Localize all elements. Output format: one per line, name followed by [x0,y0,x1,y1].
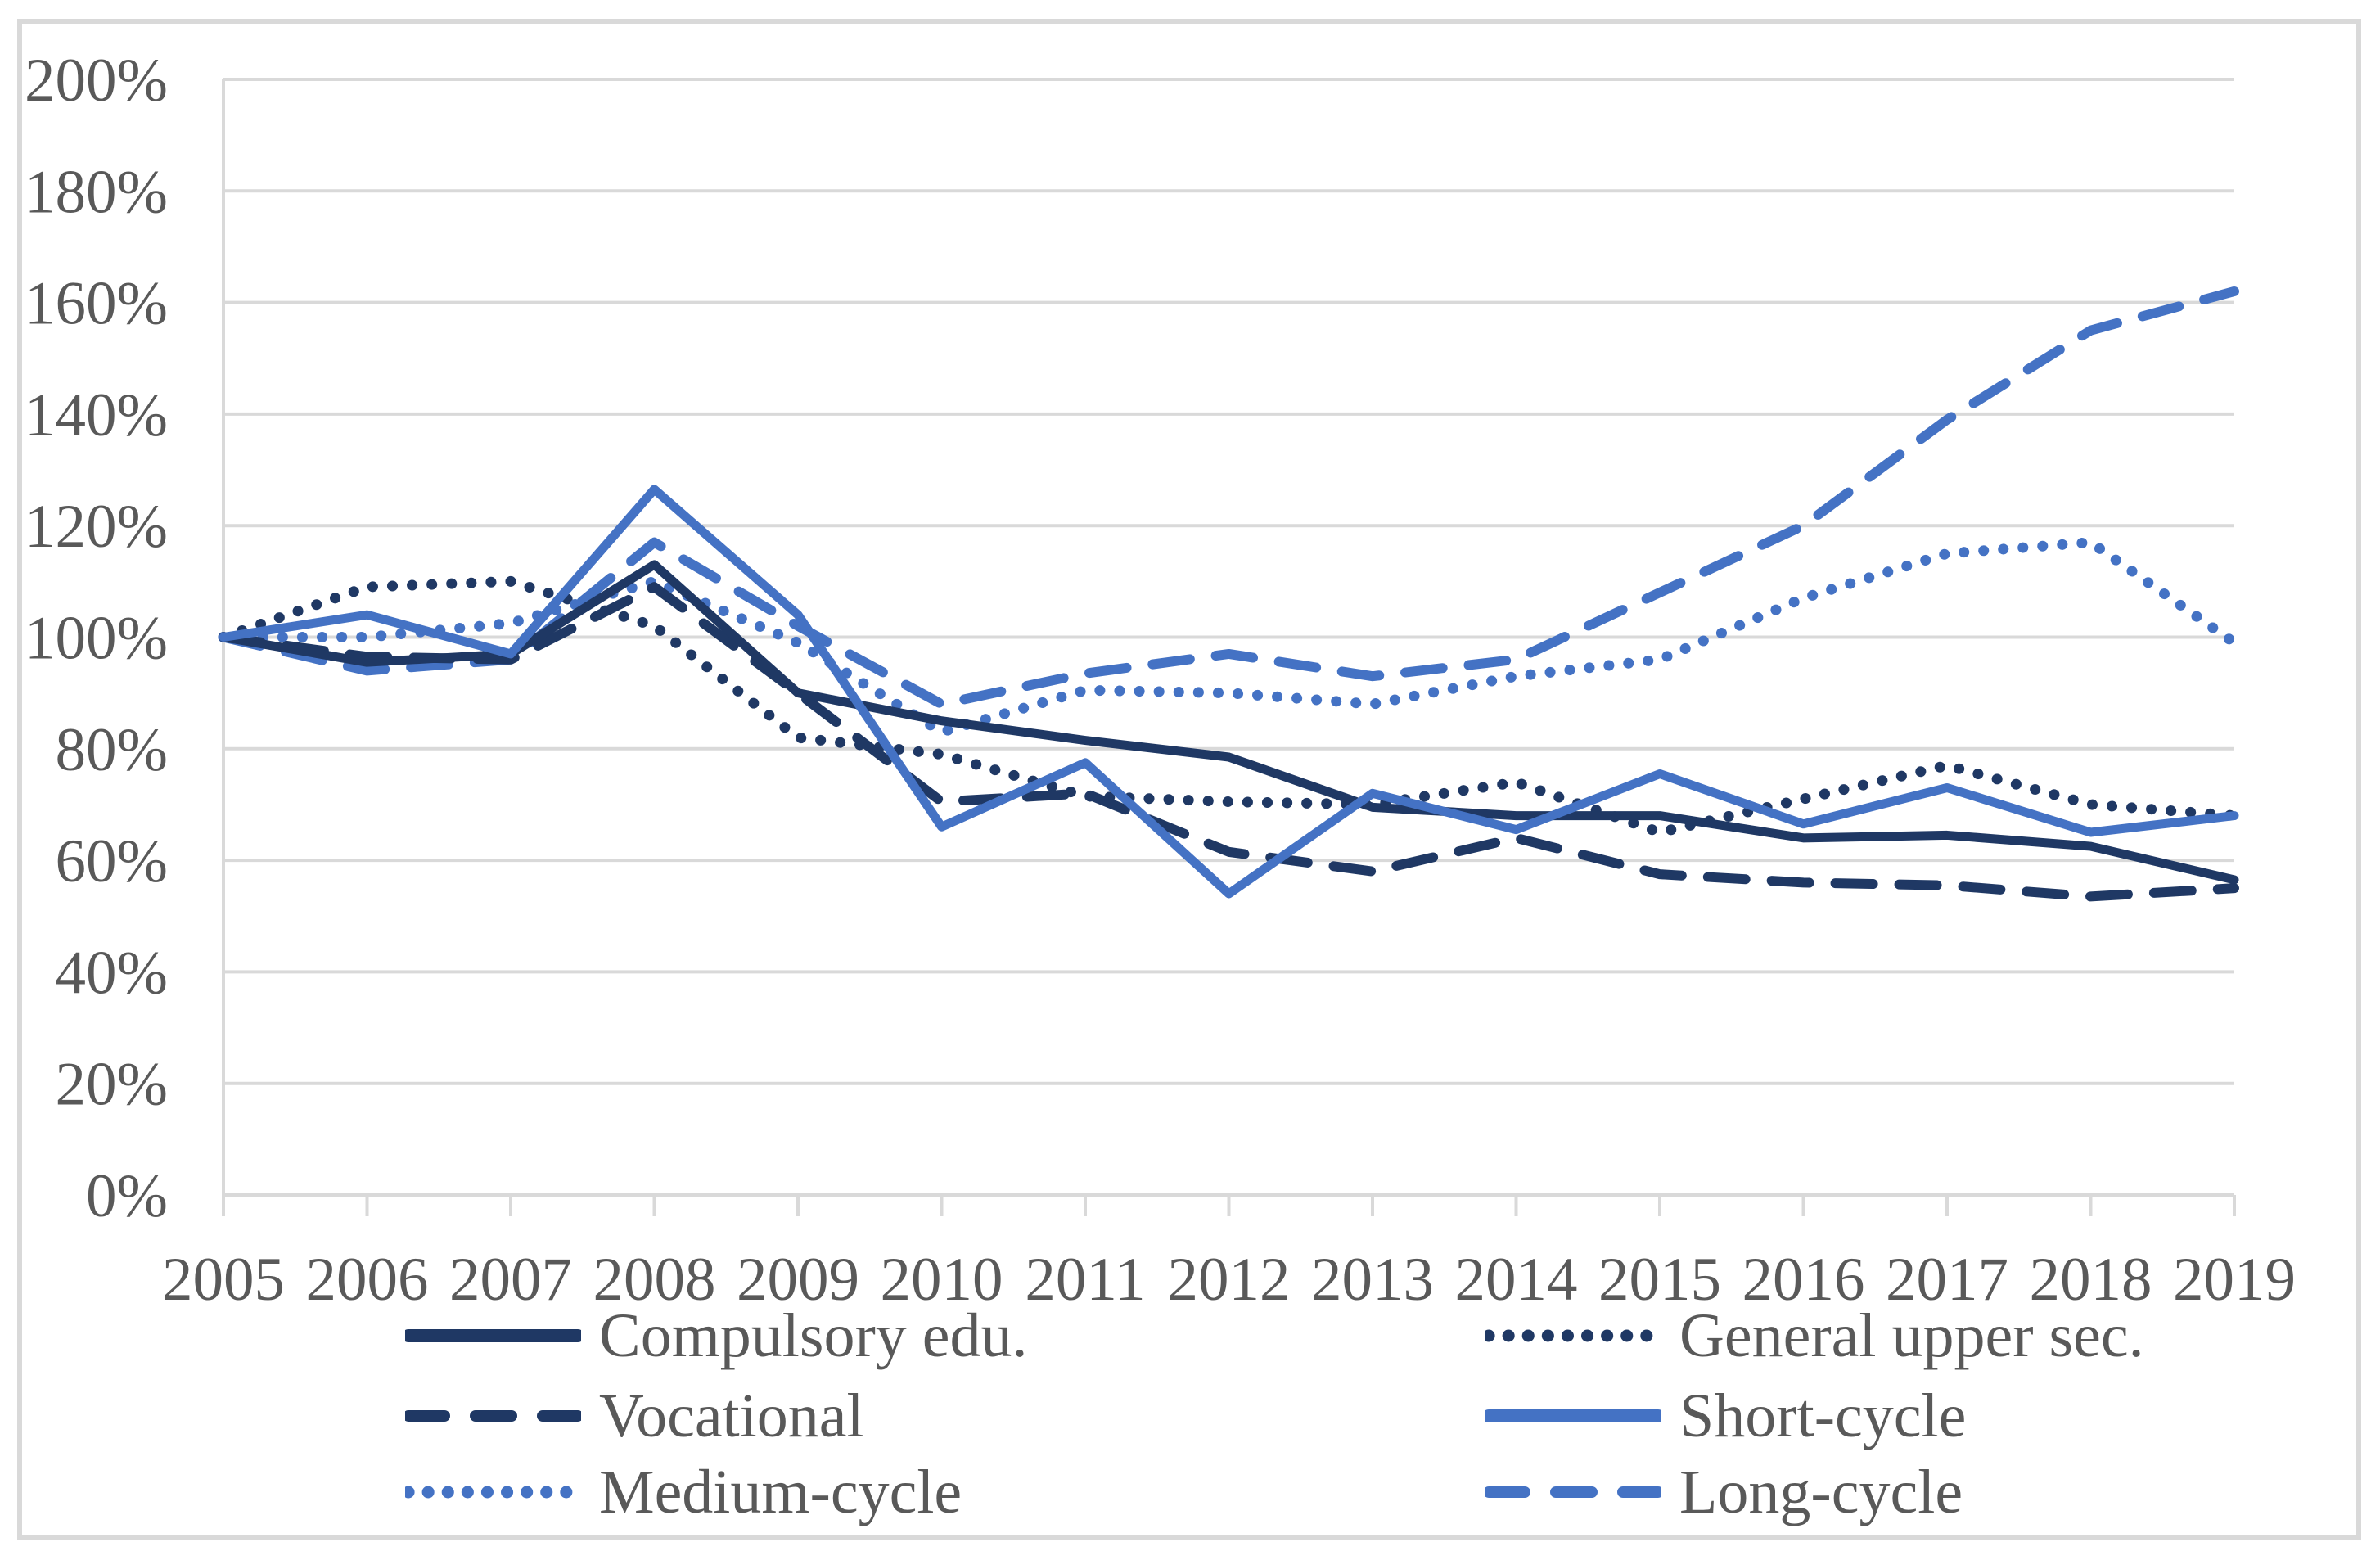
y-tick-label-20: 20% [56,1051,168,1119]
gridlines [223,78,2234,1197]
y-tick-label-140: 140% [25,381,168,449]
y-tick-label-60: 60% [56,827,168,895]
series-line-vocational [219,582,2239,902]
x-tick-label-2007: 2007 [449,1246,572,1314]
y-tick-label-180: 180% [25,158,168,226]
x-tick-label-2013: 2013 [1311,1246,1434,1314]
x-tick-label-2005: 2005 [162,1246,285,1314]
x-axis-labels: 2005 2006 2007 2008 2009 2010 2011 2012 2013 2014… [162,1246,2296,1314]
x-tick-label-2010: 2010 [881,1246,1003,1314]
x-tick-label-2014: 2014 [1455,1246,1578,1314]
y-tick-label-120: 120% [25,493,168,561]
chart-frame-border [17,19,2361,1540]
series-line-general-upper-sec [218,575,2240,838]
y-tick-label-0: 0% [86,1162,168,1230]
x-tick-label-2009: 2009 [737,1246,859,1314]
series-line-compulsory-edu [219,560,2239,885]
x-tick-label-2006: 2006 [306,1246,429,1314]
x-tick-label-2016: 2016 [1742,1246,1865,1314]
y-axis-labels: 0% 20% 40% 60% 80% 100% 120% 140% 160% 180% 200% [25,47,168,1230]
y-tick-label-100: 100% [25,605,168,673]
series-line-medium-cycle [218,537,2240,737]
x-tick-label-2011: 2011 [1025,1246,1145,1314]
x-tick-label-2012: 2012 [1168,1246,1291,1314]
y-tick-label-40: 40% [56,939,168,1007]
x-tick-label-2008: 2008 [593,1246,716,1314]
series-lines [218,286,2240,902]
y-tick-label-80: 80% [56,716,168,784]
x-axis-ticks [222,1195,2236,1216]
x-tick-label-2018: 2018 [2030,1246,2152,1314]
x-tick-label-2015: 2015 [1598,1246,1721,1314]
x-tick-label-2019: 2019 [2173,1246,2296,1314]
series-line-short-cycle [219,485,2239,899]
x-tick-label-2017: 2017 [1886,1246,2008,1314]
y-tick-label-200: 200% [25,47,168,115]
y-tick-label-160: 160% [25,270,168,338]
